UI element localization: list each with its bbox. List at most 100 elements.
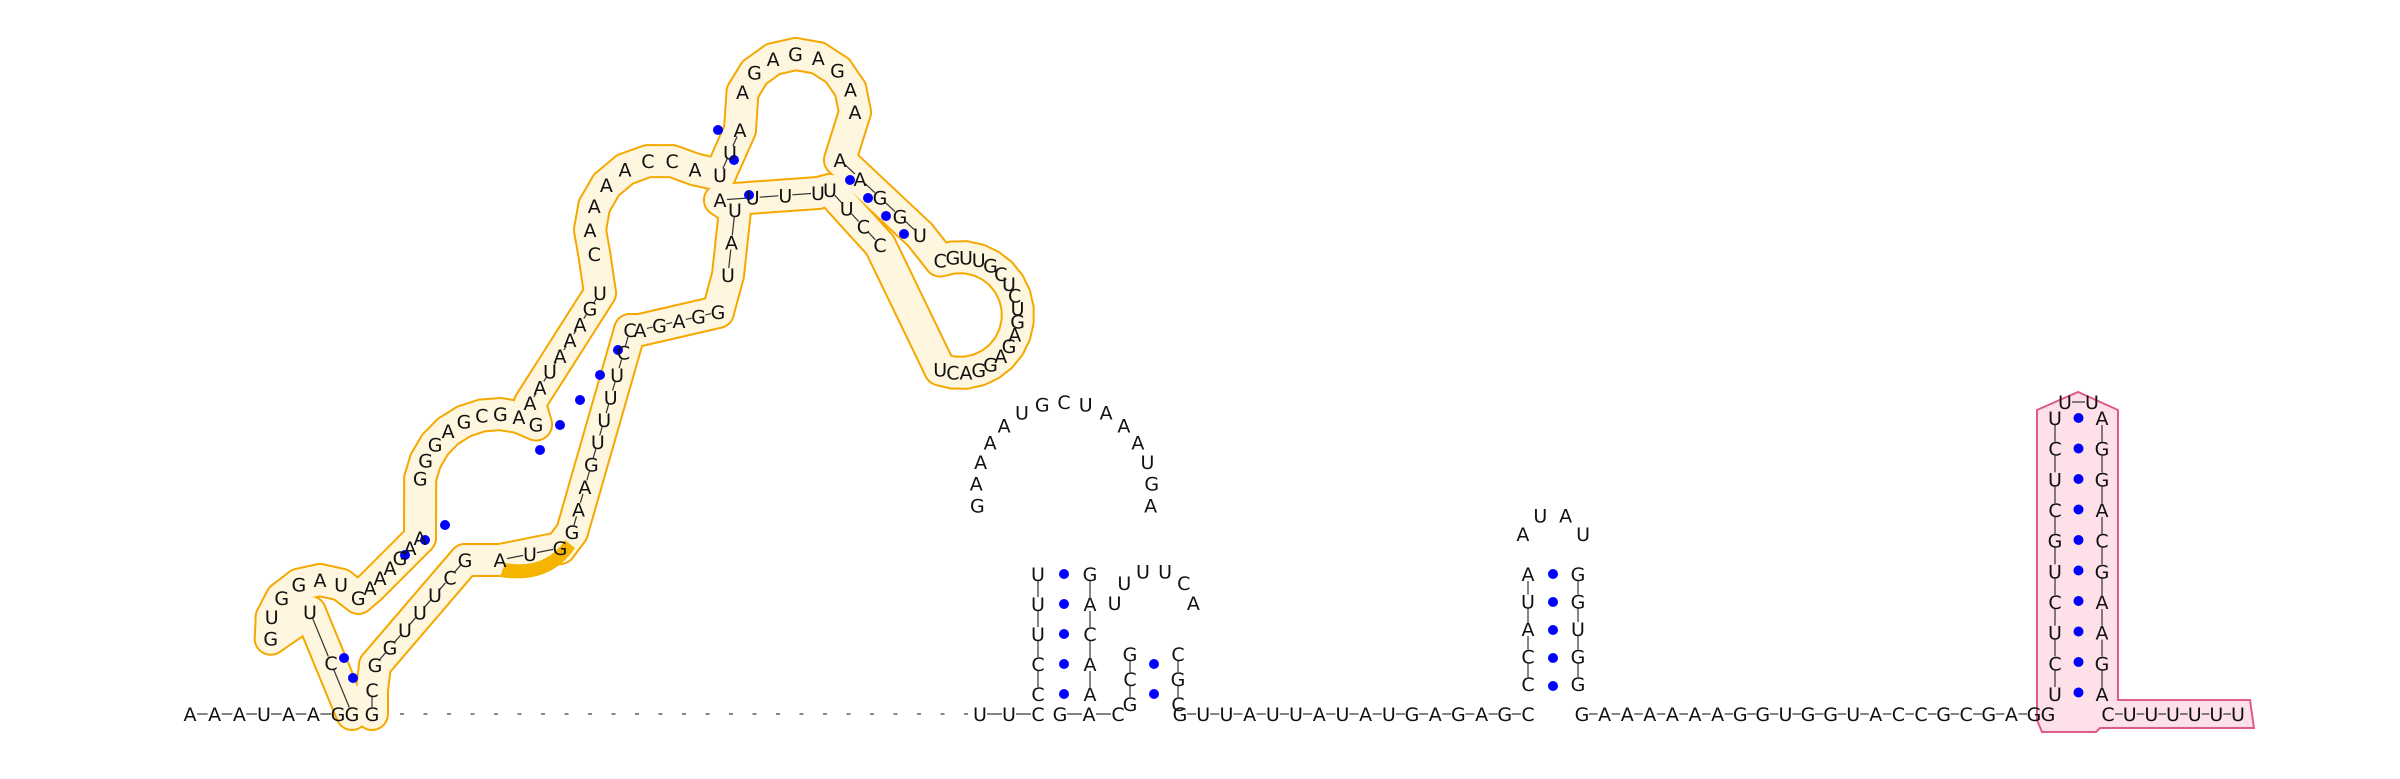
nucleotide-o-stemA-l-0: G — [345, 704, 360, 726]
nucleotide-linker-a-1: U — [1196, 704, 1210, 726]
nucleotide-o-stemE-l-1: A — [854, 169, 867, 191]
nucleotide-tail3-1: U — [2123, 704, 2137, 726]
nucleotide-tail5-1: A — [208, 704, 221, 726]
nucleotide-hp3-loop-1: U — [1117, 573, 1131, 595]
nucleotide-linker-b-17: C — [1960, 704, 1973, 726]
nucleotide-pink-stem-l-2: U — [2048, 623, 2062, 645]
nucleotide-hp2-loop-11: A — [1131, 432, 1144, 454]
nucleotide-o-loopBc-3: G — [652, 316, 667, 338]
base-pair-dot-hp3-0 — [1149, 659, 1159, 669]
nucleotide-o-loopBr-1: U — [523, 544, 537, 566]
nucleotide-linker-b-13: A — [1869, 704, 1882, 726]
nucleotide-o-loopB-6: G — [493, 404, 508, 426]
nucleotide-tail3-0: C — [2101, 704, 2114, 726]
nucleotide-o-stemE-l-4: U — [913, 225, 927, 247]
nucleotide-linker-a-0: G — [1173, 704, 1188, 726]
nucleotide-o-loopD-7: A — [849, 102, 862, 124]
nucleotide-o-loopE-15: A — [959, 363, 972, 385]
nucleotide-linker-b-18: G — [1981, 704, 1996, 726]
nucleotide-linker-a-12: G — [1451, 704, 1466, 726]
nucleotide-hp3-loop-3: U — [1158, 562, 1172, 584]
nucleotide-pink-stem-l-5: G — [2048, 531, 2063, 553]
nucleotide-hp3-loop-5: A — [1187, 593, 1200, 615]
nucleotide-o-loopBc-1: G — [691, 307, 706, 329]
base-pair-dot-orange-a-0 — [348, 673, 358, 683]
nucleotide-hp3-stem-l-1: C — [1123, 669, 1136, 691]
nucleotide-tail5-4: A — [282, 704, 295, 726]
nucleotide-o-loopB-4: G — [457, 411, 472, 433]
nucleotide-o-stemD-l-1: U — [723, 143, 737, 165]
nucleotide-tail5-5: A — [307, 704, 320, 726]
nucleotide-o-loopB-3: A — [442, 421, 455, 443]
base-pair-dot-pink-4 — [2074, 535, 2084, 545]
nucleotide-o-stemC-r-0: C — [623, 320, 636, 342]
nucleotide-hp2-loop-8: U — [1079, 395, 1093, 417]
nucleotide-linker-b-12: U — [1846, 704, 1860, 726]
nucleotide-hp4-stem-l-3: U — [1521, 592, 1535, 614]
nucleotide-o-loopA-2: G — [274, 588, 289, 610]
base-pair-dot-orange-e-3 — [899, 229, 909, 239]
nucleotide-hp3-stem-l-0: G — [1123, 694, 1138, 716]
nucleotide-pink-stem-l-0: U — [2048, 684, 2062, 706]
nucleotide-o-stemC-r1-2: U — [721, 265, 735, 287]
nucleotide-o-stemC-l-7: U — [593, 283, 607, 305]
nucleotide-hp4-loop-2: A — [1559, 506, 1572, 528]
nucleotide-o-loopB-8: G — [529, 414, 544, 436]
nucleotide-linker-b-14: C — [1892, 704, 1905, 726]
nucleotide-o-stemE-r-3: U — [823, 180, 837, 202]
nucleotide-hp4-stem-l-1: C — [1521, 647, 1534, 669]
nucleotide-linker-a-2: U — [1219, 704, 1233, 726]
nucleotide-linker-b-5: A — [1689, 704, 1702, 726]
nucleotide-tail3-4: U — [2188, 704, 2202, 726]
nucleotide-o-loopA-1: U — [265, 607, 279, 629]
nucleotide-o-stemA-l-2: U — [303, 602, 317, 624]
nucleotide-o-loopBr-2: A — [494, 550, 507, 572]
nucleotide-hp2-stem-l-4: U — [1031, 564, 1045, 586]
base-pair-dot-pink-2 — [2074, 474, 2084, 484]
nucleotide-o-stemD-l-0: U — [713, 165, 727, 187]
nucleotide-o-loopD-3: G — [788, 44, 803, 66]
highlight-layer — [271, 54, 2254, 732]
nucleotide-hp2-stem-l-0: C — [1031, 684, 1044, 706]
nucleotide-o-stemC-r-3: U — [604, 387, 618, 409]
base-pair-dot-pink-9 — [2074, 688, 2084, 698]
nucleotide-hp2-loop-12: U — [1140, 452, 1154, 474]
nucleotide-linker-b-10: G — [1801, 704, 1816, 726]
nucleotide-o-loopC-1: A — [584, 220, 597, 242]
nucleotide-linker-b-15: C — [1914, 704, 1927, 726]
nucleotide-hp2-loop-0: G — [970, 495, 985, 517]
nucleotide-o-interior-2: U — [746, 188, 760, 210]
base-pair-dot-hp4-3 — [1548, 653, 1558, 663]
nucleotide-o-loopE-14: G — [971, 360, 986, 382]
nucleotide-o-stemE-r-2: U — [840, 198, 854, 220]
nucleotide-o-stemC-r-1: C — [617, 342, 630, 364]
nucleotide-o-loopC-5: C — [641, 151, 654, 173]
nucleotide-hp3-loop-4: C — [1177, 573, 1190, 595]
nucleotide-hp2-loop-13: G — [1144, 473, 1159, 495]
pink-highlight-region — [2037, 392, 2254, 732]
base-pair-dot-hp2-3 — [1059, 659, 1069, 669]
nucleotide-hp2-stem-r-4: A — [1084, 684, 1097, 706]
nucleotide-linker-a-9: U — [1382, 704, 1396, 726]
nucleotide-linker-b-16: G — [1936, 704, 1951, 726]
base-pair-dot-hp4-4 — [1548, 681, 1558, 691]
nucleotide-hp2-loop-2: A — [974, 452, 987, 474]
nucleotide-tail3-2: U — [2144, 704, 2158, 726]
base-pair-dot-hp2-2 — [1059, 629, 1069, 639]
nucleotide-o-loopC-3: A — [600, 175, 613, 197]
nucleotide-o-interior-1: U — [778, 185, 792, 207]
nucleotide-pink-stem-r-1: G — [2095, 439, 2110, 461]
nucleotide-o-stemB-r-0: G — [458, 550, 473, 572]
nucleotide-pink-stem-l-4: U — [2048, 561, 2062, 583]
nucleotide-o-stemC-r-4: U — [597, 410, 611, 432]
nucleotide-o-loopA-0: G — [263, 629, 278, 651]
nucleotide-o-stemA-r-1: G — [365, 704, 380, 726]
nucleotide-tail3-3: U — [2166, 704, 2180, 726]
base-pair-dot-hp2-0 — [1059, 569, 1069, 579]
nucleotide-o-stemB-r-1: C — [443, 568, 456, 590]
nucleotide-hp3-stem-r-1: G — [1171, 669, 1186, 691]
nucleotide-hp4-stem-r-3: G — [1571, 647, 1586, 669]
base-pair-dot-hp4-2 — [1548, 625, 1558, 635]
nucleotide-hp3-loop-2: U — [1136, 562, 1150, 584]
